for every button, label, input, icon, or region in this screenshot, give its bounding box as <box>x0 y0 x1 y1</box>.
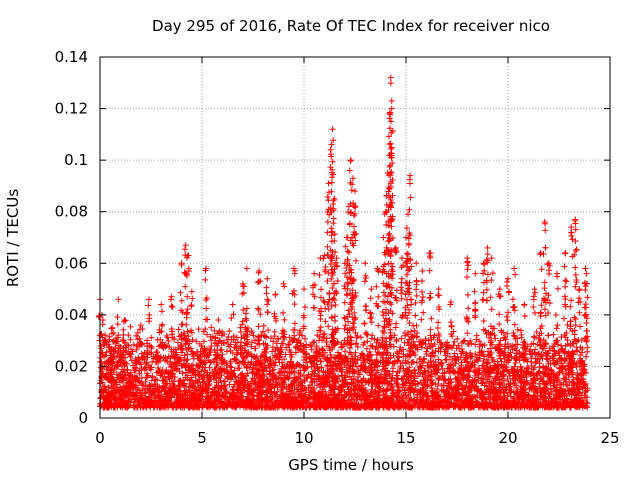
data-point <box>531 334 538 341</box>
data-point <box>237 371 244 378</box>
data-point <box>472 351 479 358</box>
data-point <box>181 352 188 359</box>
chart-title: Day 295 of 2016, Rate Of TEC Index for r… <box>152 17 550 35</box>
data-point <box>369 343 376 350</box>
y-axis-label: ROTI / TECUs <box>4 189 22 287</box>
data-point <box>472 341 479 348</box>
data-point <box>193 338 200 345</box>
data-point <box>319 337 326 344</box>
data-point <box>136 370 143 377</box>
data-point <box>283 344 290 351</box>
data-point <box>352 349 359 356</box>
data-point <box>184 351 191 358</box>
data-point <box>129 348 136 355</box>
data-point <box>504 330 511 337</box>
data-point <box>238 339 245 346</box>
data-point <box>138 350 145 357</box>
data-point <box>269 344 276 351</box>
data-point <box>533 329 540 336</box>
data-point <box>200 372 207 379</box>
data-point <box>357 334 364 341</box>
data-point <box>269 348 276 355</box>
points-layer <box>95 74 591 411</box>
data-point <box>208 324 215 331</box>
data-point <box>227 376 234 383</box>
data-point <box>174 339 181 346</box>
data-point <box>286 334 293 341</box>
data-point <box>511 321 518 328</box>
data-point <box>235 374 242 381</box>
data-point <box>226 328 233 335</box>
data-point <box>148 334 155 341</box>
data-point <box>317 358 324 365</box>
data-point <box>518 334 525 341</box>
data-point <box>286 341 293 348</box>
data-point <box>341 348 348 355</box>
data-point <box>123 348 130 355</box>
data-point <box>421 373 428 380</box>
data-point <box>152 376 159 383</box>
data-point <box>584 344 591 351</box>
data-point <box>371 336 378 343</box>
data-point <box>451 350 458 357</box>
data-point <box>142 378 149 385</box>
data-point <box>317 358 324 365</box>
data-point <box>572 321 579 328</box>
data-point <box>513 350 520 357</box>
data-point <box>464 330 471 337</box>
data-point <box>307 342 314 349</box>
data-point <box>165 338 172 345</box>
data-point <box>104 366 111 373</box>
data-point <box>195 326 202 333</box>
data-point <box>178 349 185 356</box>
data-point <box>564 321 571 328</box>
data-point <box>131 367 138 374</box>
data-point <box>411 366 418 373</box>
data-point <box>358 350 365 357</box>
data-point <box>363 345 370 352</box>
data-point <box>514 326 521 333</box>
x-axis-label: GPS time / hours <box>288 456 414 474</box>
data-point <box>482 327 489 334</box>
data-point <box>364 338 371 345</box>
data-point <box>408 328 415 335</box>
data-point <box>442 356 449 363</box>
data-point <box>144 337 151 344</box>
data-point <box>583 353 590 360</box>
data-point <box>454 335 461 342</box>
data-point <box>401 339 408 346</box>
data-point <box>504 375 511 382</box>
data-point <box>260 322 267 329</box>
data-point <box>130 341 137 348</box>
data-point <box>127 323 134 330</box>
data-point <box>128 357 135 364</box>
data-point <box>550 331 557 338</box>
data-point <box>175 326 182 333</box>
data-point <box>451 338 458 345</box>
data-point <box>136 378 143 385</box>
data-point <box>398 335 405 342</box>
data-point <box>103 349 110 356</box>
data-point <box>436 375 443 382</box>
data-point <box>573 344 580 351</box>
data-point <box>511 380 518 387</box>
data-point <box>518 327 525 334</box>
data-point <box>363 331 370 338</box>
data-point <box>144 354 151 361</box>
